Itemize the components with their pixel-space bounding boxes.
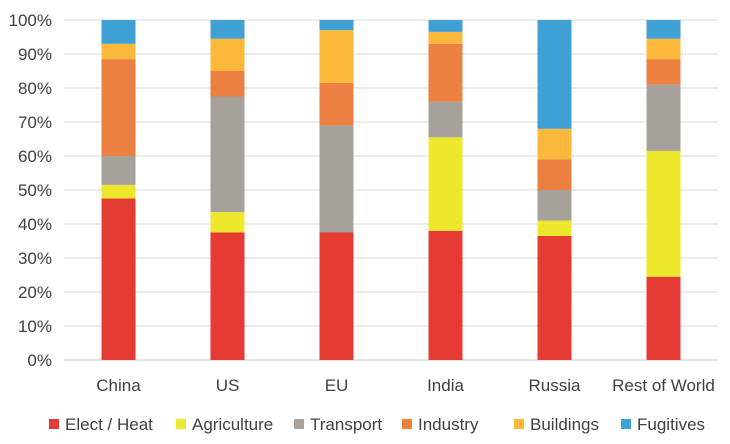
legend-label: Buildings — [530, 415, 599, 434]
legend-label: Fugitives — [637, 415, 705, 434]
bar-segment-elect-heat — [101, 198, 136, 360]
bar-segment-fugitives — [101, 20, 136, 44]
legend-swatch — [514, 419, 524, 429]
bar-stack-us — [210, 20, 245, 360]
bars — [101, 20, 681, 360]
legend-swatch — [49, 419, 59, 429]
bar-segment-buildings — [210, 38, 245, 71]
legend-swatch — [402, 419, 412, 429]
legend-item-agriculture: Agriculture — [176, 415, 273, 434]
bar-segment-industry — [210, 71, 245, 97]
y-tick-label: 30% — [18, 249, 52, 268]
y-tick-label: 70% — [18, 113, 52, 132]
bar-stack-china — [101, 20, 136, 360]
bar-segment-transport — [101, 156, 136, 185]
y-tick-label: 10% — [18, 317, 52, 336]
legend-swatch — [176, 419, 186, 429]
bar-segment-transport — [537, 190, 572, 221]
bar-segment-elect-heat — [319, 232, 354, 360]
y-tick-label: 80% — [18, 79, 52, 98]
bar-stack-india — [428, 20, 463, 360]
bar-segment-buildings — [646, 38, 681, 60]
bar-segment-elect-heat — [428, 230, 463, 360]
gridlines — [64, 19, 718, 361]
bar-segment-fugitives — [210, 20, 245, 39]
bar-segment-buildings — [428, 31, 463, 44]
legend-swatch — [621, 419, 631, 429]
x-category-label: EU — [325, 376, 349, 395]
bar-segment-industry — [646, 59, 681, 85]
bar-segment-buildings — [537, 128, 572, 160]
y-tick-label: 20% — [18, 283, 52, 302]
y-tick-label: 100% — [9, 11, 52, 30]
bar-segment-transport — [646, 84, 681, 151]
legend-label: Agriculture — [192, 415, 273, 434]
bar-segment-industry — [101, 59, 136, 156]
bar-segment-agriculture — [646, 150, 681, 277]
bar-segment-transport — [319, 125, 354, 233]
bar-segment-fugitives — [646, 20, 681, 39]
bar-segment-industry — [537, 159, 572, 190]
bar-segment-transport — [210, 96, 245, 213]
bar-segment-agriculture — [101, 184, 136, 199]
bar-stack-russia — [537, 20, 572, 360]
bar-segment-buildings — [319, 30, 354, 83]
legend-item-buildings: Buildings — [514, 415, 599, 434]
x-category-label: India — [427, 376, 464, 395]
y-axis-tick-labels: 0% 10% 20% 30% 40% 50% 60% 70% 80% 90% 100% — [9, 11, 52, 370]
y-tick-label: 90% — [18, 45, 52, 64]
bar-segment-agriculture — [428, 137, 463, 231]
bar-segment-elect-heat — [646, 276, 681, 360]
legend-label: Industry — [418, 415, 479, 434]
y-tick-label: 60% — [18, 147, 52, 166]
bar-segment-fugitives — [428, 20, 463, 32]
legend: Elect / Heat Agriculture Transport Industry… — [49, 415, 705, 434]
x-axis-category-labels: China US EU India Russia Rest of World — [96, 376, 715, 395]
bar-segment-agriculture — [210, 212, 245, 233]
bar-stack-rest-of-world — [646, 20, 681, 360]
bar-segment-industry — [428, 43, 463, 102]
x-category-label: Rest of World — [612, 376, 715, 395]
legend-item-industry: Industry — [402, 415, 479, 434]
bar-segment-transport — [428, 101, 463, 138]
bar-segment-agriculture — [537, 220, 572, 236]
bar-segment-fugitives — [319, 20, 354, 31]
bar-stack-eu — [319, 20, 354, 360]
bar-segment-buildings — [101, 43, 136, 60]
y-tick-label: 0% — [27, 351, 52, 370]
bar-segment-fugitives — [537, 20, 572, 129]
x-category-label: China — [96, 376, 141, 395]
legend-item-transport: Transport — [294, 415, 382, 434]
legend-label: Transport — [310, 415, 382, 434]
legend-item-fugitives: Fugitives — [621, 415, 705, 434]
bar-segment-industry — [319, 82, 354, 126]
y-tick-label: 40% — [18, 215, 52, 234]
x-category-label: Russia — [529, 376, 582, 395]
x-category-label: US — [216, 376, 240, 395]
y-tick-label: 50% — [18, 181, 52, 200]
legend-swatch — [294, 419, 304, 429]
legend-label: Elect / Heat — [65, 415, 153, 434]
bar-segment-elect-heat — [537, 235, 572, 360]
legend-item-elect-heat: Elect / Heat — [49, 415, 153, 434]
bar-segment-elect-heat — [210, 232, 245, 360]
